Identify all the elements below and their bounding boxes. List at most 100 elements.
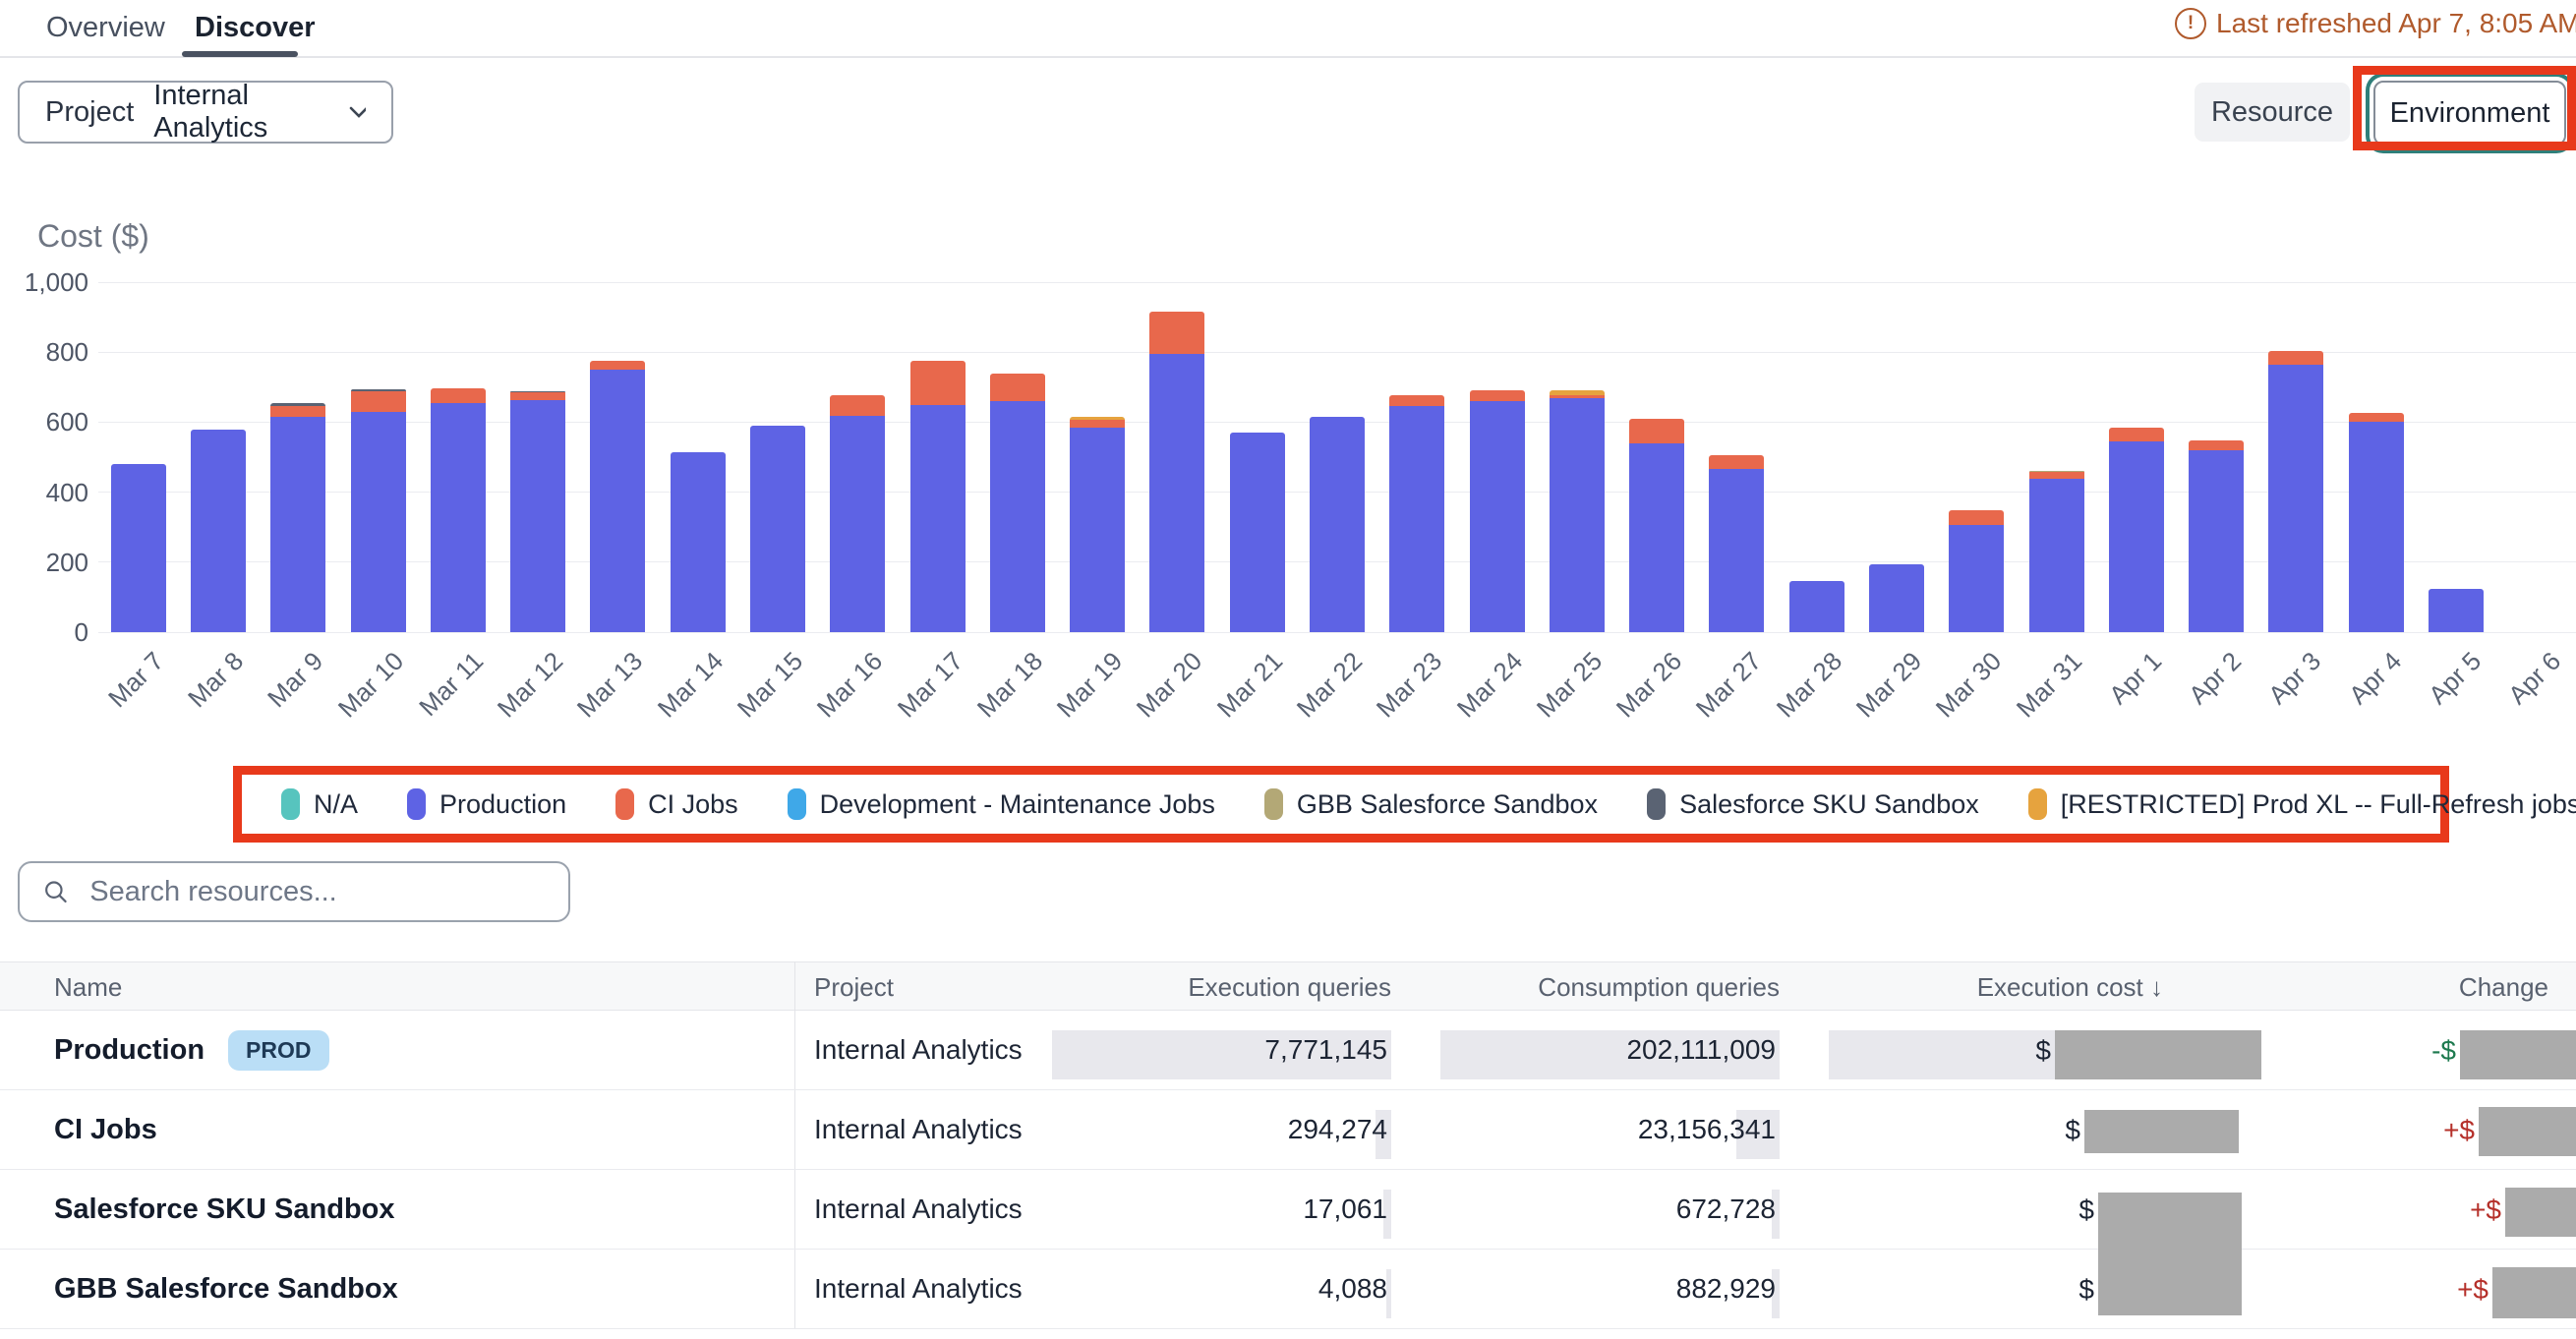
bar-segment [270, 417, 325, 632]
execution-cost-currency: $ [2078, 1194, 2094, 1226]
legend-item[interactable]: Development - Maintenance Jobs [788, 788, 1215, 820]
bar-segment [431, 388, 486, 403]
legend-swatch [788, 788, 806, 820]
legend-label: Salesforce SKU Sandbox [1679, 789, 1979, 820]
bar-segment [1389, 406, 1444, 632]
bar-segment [1629, 443, 1684, 632]
legend-swatch [615, 788, 634, 820]
legend-item[interactable]: N/A [281, 788, 358, 820]
column-header[interactable]: Execution queries [1188, 972, 1391, 1003]
environment-toggle-button[interactable]: Environment [2373, 81, 2566, 146]
bar-segment [1070, 428, 1125, 632]
x-axis-label: Apr 1 [2103, 646, 2168, 711]
bar-segment [1070, 417, 1125, 419]
change-prefix: +$ [2470, 1194, 2501, 1226]
column-header[interactable]: Consumption queries [1538, 972, 1780, 1003]
annotation-box-legend: N/A Production CI Jobs Development - Mainte… [233, 766, 2449, 843]
redacted-value [2492, 1267, 2576, 1318]
bar-segment [2029, 471, 2084, 472]
x-axis-label: Mar 12 [492, 646, 569, 724]
chart-title: Cost ($) [37, 218, 149, 255]
x-axis-label: Mar 10 [331, 646, 409, 724]
tab-discover[interactable]: Discover [195, 12, 316, 44]
consumption-queries-value: 882,929 [1676, 1250, 1776, 1328]
legend-label: [RESTRICTED] Prod XL -- Full-Refresh job… [2061, 789, 2576, 820]
bar-segment [270, 406, 325, 417]
resource-name: Salesforce SKU Sandbox [54, 1193, 395, 1226]
x-axis-label: Mar 17 [891, 646, 968, 724]
bar-segment [1629, 419, 1684, 443]
x-axis-label: Mar 30 [1930, 646, 2008, 724]
change-prefix: -$ [2431, 1035, 2456, 1067]
resource-name: Production [54, 1034, 205, 1067]
x-axis-label: Apr 5 [2423, 646, 2488, 711]
search-input[interactable] [88, 875, 545, 909]
gridline [98, 352, 2576, 353]
last-refreshed-status: ! Last refreshed Apr 7, 8:05 AM PDT [2175, 8, 2576, 39]
bar-segment [2268, 365, 2323, 632]
consumption-queries-value: 672,728 [1676, 1170, 1776, 1249]
legend-item[interactable]: Salesforce SKU Sandbox [1647, 788, 1979, 820]
bar-segment [510, 400, 565, 632]
bar-segment [671, 452, 726, 632]
cost-dashboard: Overview Discover ! Last refreshed Apr 7… [0, 0, 2576, 1339]
legend-item[interactable]: [RESTRICTED] Prod XL -- Full-Refresh job… [2028, 788, 2576, 820]
redacted-value [2084, 1110, 2239, 1153]
column-header[interactable]: Execution cost ↓ [1977, 972, 2163, 1003]
execution-cost-currency: $ [2035, 1035, 2051, 1067]
bar-segment [1470, 401, 1525, 632]
bar-segment [1949, 510, 2004, 526]
legend-item[interactable]: GBB Salesforce Sandbox [1264, 788, 1598, 820]
x-axis-label: Mar 31 [2010, 646, 2087, 724]
legend-label: Development - Maintenance Jobs [820, 789, 1215, 820]
bar-segment [111, 464, 166, 632]
x-axis-label: Mar 14 [651, 646, 729, 724]
bar-segment [2349, 422, 2404, 632]
legend-swatch [1647, 788, 1666, 820]
legend-item[interactable]: CI Jobs [615, 788, 738, 820]
resource-toggle-button[interactable]: Resource [2195, 83, 2350, 142]
environment-badge: PROD [228, 1030, 328, 1071]
column-header[interactable]: Change [2459, 972, 2548, 1003]
active-tab-underline [182, 51, 298, 57]
legend-label: Production [439, 789, 566, 820]
x-axis-label: Mar 24 [1450, 646, 1528, 724]
project-filter-dropdown[interactable]: Project Internal Analytics [18, 81, 393, 144]
bar-segment [1230, 433, 1285, 632]
last-refreshed-text: Last refreshed Apr 7, 8:05 AM PDT [2216, 8, 2576, 39]
bar-segment [1070, 420, 1125, 428]
bar-segment [990, 401, 1045, 632]
gridline [98, 282, 2576, 283]
legend-label: N/A [314, 789, 358, 820]
bar-segment [1550, 398, 1605, 632]
execution-queries-value: 4,088 [1318, 1250, 1387, 1328]
legend-swatch [281, 788, 300, 820]
change-prefix: +$ [2457, 1274, 2488, 1306]
execution-cost-currency: $ [2078, 1274, 2094, 1306]
bar-segment [191, 430, 246, 632]
column-header[interactable]: Name [54, 972, 122, 1003]
bar-segment [2429, 589, 2484, 633]
x-axis-label: Mar 22 [1291, 646, 1369, 724]
legend-swatch [407, 788, 426, 820]
column-header[interactable]: Project [814, 972, 894, 1003]
legend-item[interactable]: Production [407, 788, 566, 820]
search-icon [43, 878, 68, 905]
bar-segment [1470, 390, 1525, 401]
redacted-value [2479, 1107, 2576, 1156]
bar-segment [431, 403, 486, 632]
bar-segment [910, 361, 966, 405]
bar-segment [351, 389, 406, 391]
y-axis-tick: 600 [4, 407, 88, 437]
x-axis-label: Mar 18 [971, 646, 1049, 724]
x-axis-label: Mar 27 [1690, 646, 1768, 724]
x-axis-label: Mar 16 [811, 646, 889, 724]
x-axis-label: Mar 11 [413, 646, 490, 723]
x-axis-label: Mar 28 [1771, 646, 1848, 724]
y-axis-tick: 800 [4, 337, 88, 368]
legend-swatch [1264, 788, 1283, 820]
chevron-down-icon [348, 105, 366, 119]
tab-overview[interactable]: Overview [46, 12, 165, 44]
bar-segment [590, 370, 645, 632]
x-axis-label: Mar 29 [1850, 646, 1928, 724]
